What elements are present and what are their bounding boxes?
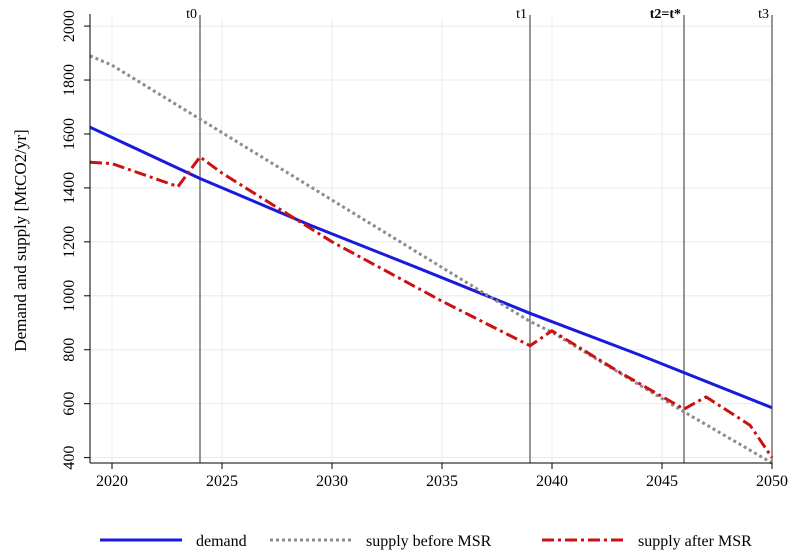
y-tick-label: 2000 (61, 10, 78, 42)
reference-line-label: t3 (758, 7, 769, 22)
series-line-demand (89, 125, 773, 410)
legend-label: supply before MSR (366, 533, 492, 550)
y-tick-label: 400 (61, 446, 78, 470)
y-tick-label: 1400 (61, 172, 78, 204)
y-tick-label: 1200 (61, 226, 78, 258)
axes: 400 600 800 1000 1200 1400 1600 1800 2000 2020 202… (61, 10, 788, 490)
legend-label: supply after MSR (638, 533, 752, 550)
reference-line-label: t0 (186, 7, 197, 22)
series-line-supply-before-msr (89, 54, 773, 465)
y-tick-label: 1600 (61, 118, 78, 150)
reference-lines: t0 t1 t2=t* t3 (186, 7, 773, 463)
y-axis-label: Demand and supply [MtCO2/yr] (11, 129, 30, 351)
y-tick-label: 600 (61, 392, 78, 416)
x-tick-label: 2030 (316, 473, 348, 490)
x-tick-label: 2025 (206, 473, 238, 490)
x-tick-label: 2045 (646, 473, 678, 490)
x-tick-label: 2020 (96, 473, 128, 490)
y-tick-label: 800 (61, 338, 78, 362)
series-lines (89, 54, 774, 465)
y-tick-label: 1800 (61, 64, 78, 96)
series-line-supply-after-msr (89, 155, 774, 459)
x-tick-label: 2035 (426, 473, 458, 490)
x-tick-label: 2050 (756, 473, 788, 490)
grid (90, 18, 773, 463)
reference-line-label: t2=t* (650, 7, 681, 22)
reference-line-label: t1 (516, 7, 527, 22)
legend-label: demand (196, 533, 247, 550)
legend: demand supply before MSR supply after MSR (100, 533, 752, 550)
x-tick-label: 2040 (536, 473, 568, 490)
y-tick-label: 1000 (61, 280, 78, 312)
